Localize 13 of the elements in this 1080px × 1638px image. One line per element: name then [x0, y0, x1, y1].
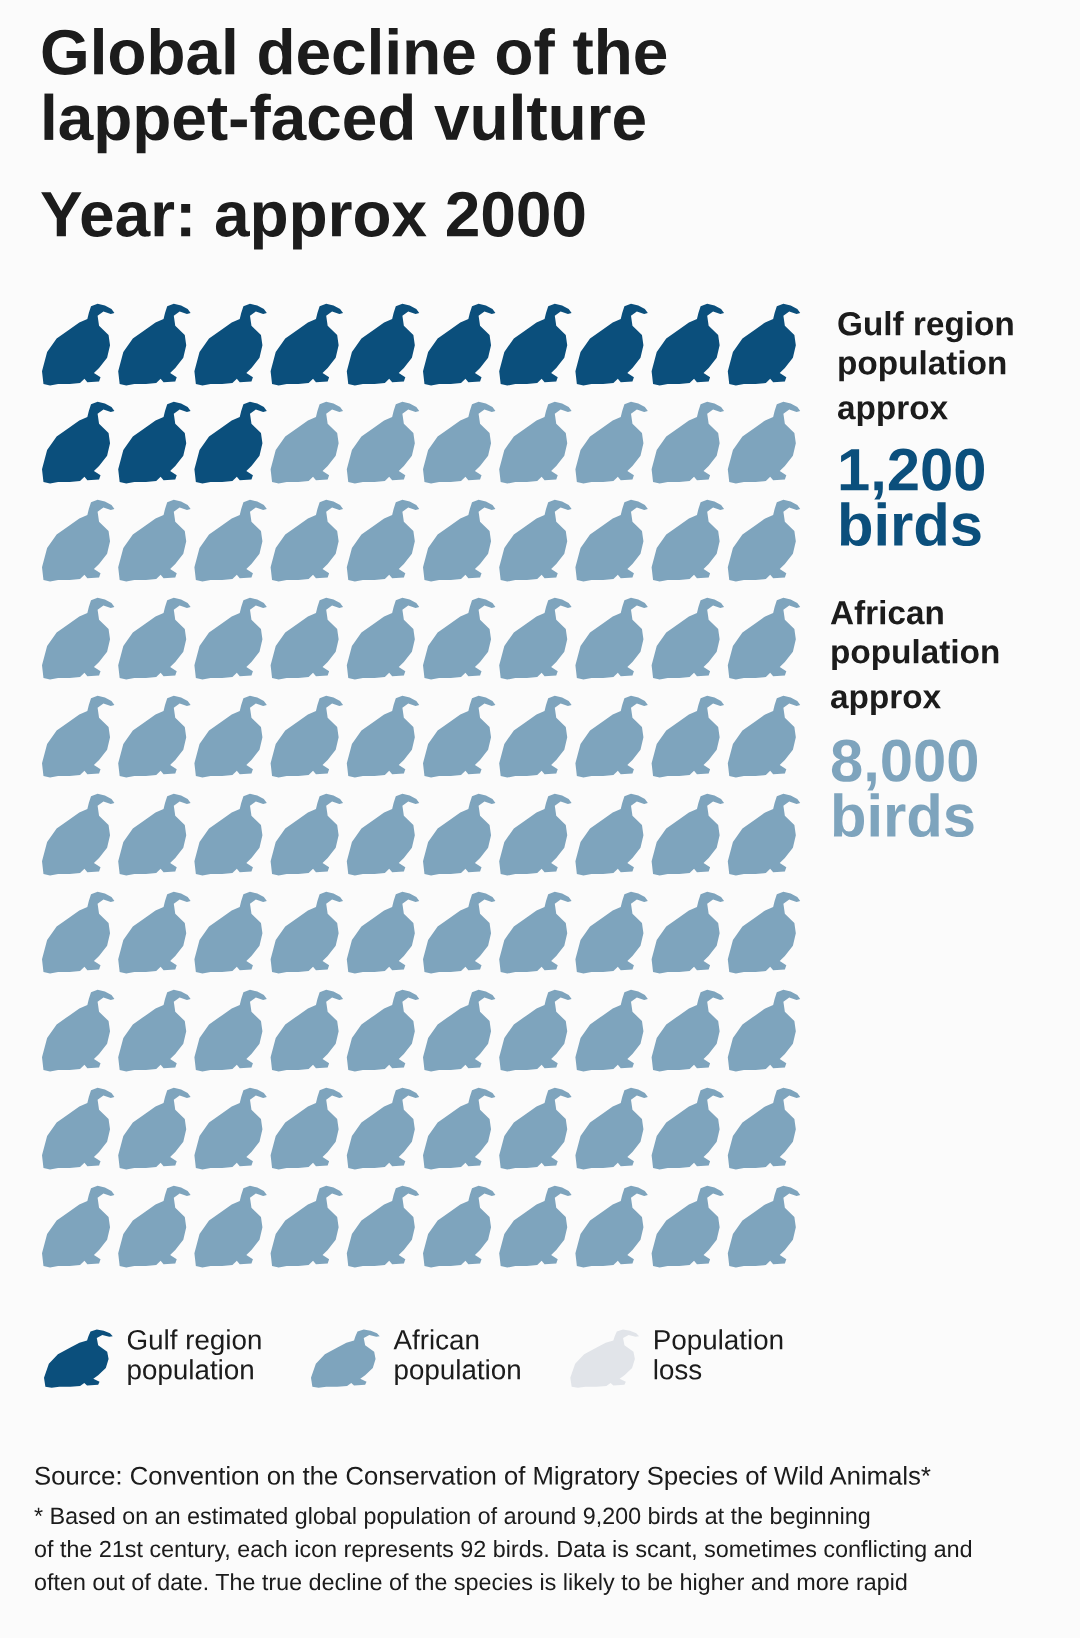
data-label: 8,000 birds	[831, 739, 977, 838]
text: Global decline of the lappet-faced vulture	[42, 28, 667, 154]
text: * Based on an estimated global population of around 9,200 birds at the beginning of the 21st century, each icon represents 92 birds. Data is scant, sometimes conflicting and often out of date. The true decline of the species is likely to be higher and more rapid	[34, 1507, 972, 1595]
legend-label: Population loss	[654, 1329, 783, 1380]
text: approx	[837, 401, 948, 427]
legend-label: Gulf region population	[127, 1329, 261, 1386]
text: Year: approx 2000	[41, 191, 585, 250]
text: African population	[830, 600, 999, 671]
text: approx	[830, 690, 941, 716]
data-label: 1,200 birds	[840, 448, 984, 547]
source-note: Source: Convention on the Conservation of Migratory Species of Wild Animals*	[35, 1466, 931, 1490]
text: Gulf region population	[838, 311, 1013, 382]
legend-label: African population	[393, 1329, 520, 1386]
